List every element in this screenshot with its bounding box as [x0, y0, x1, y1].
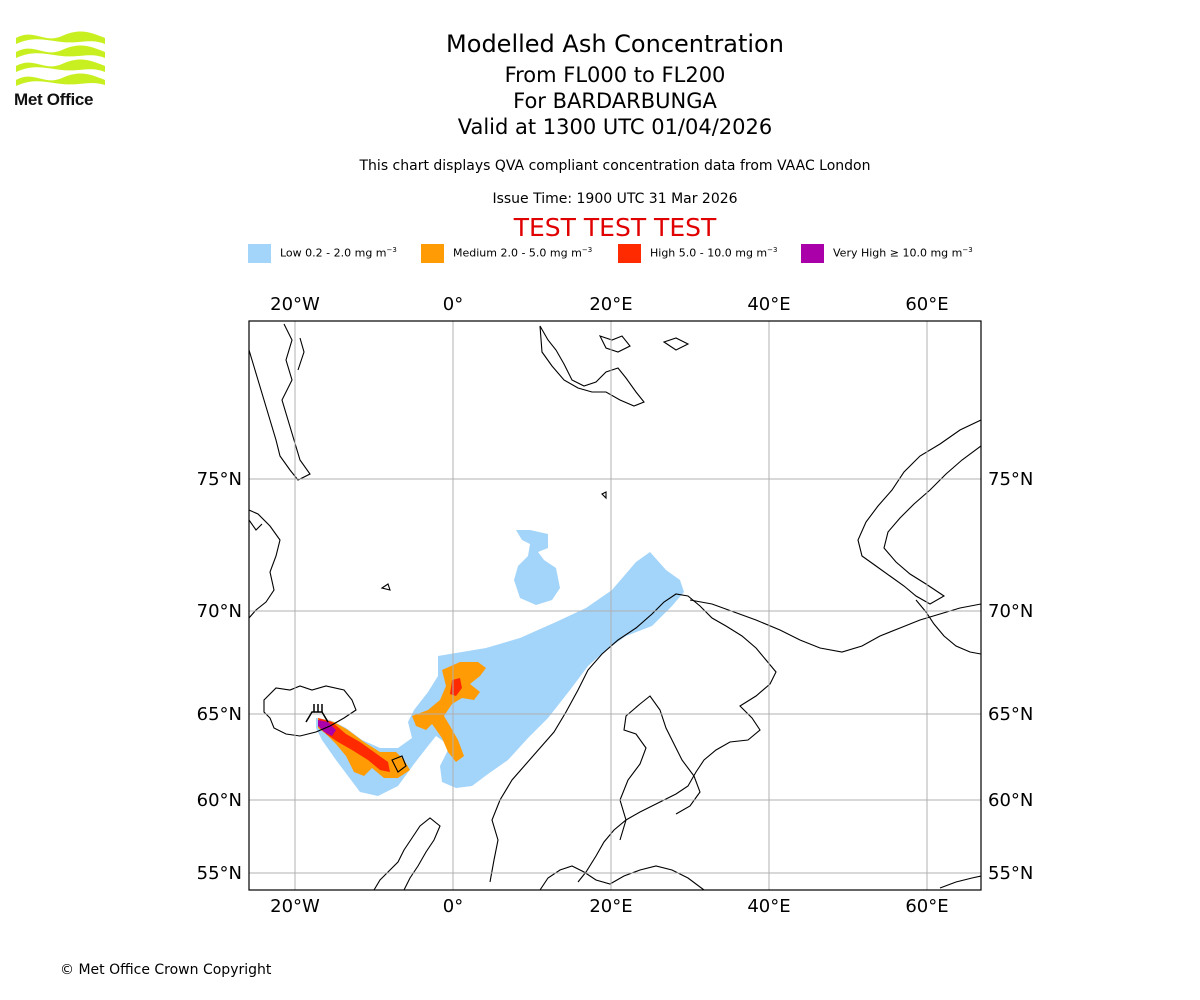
lat-label-60n: 60°N — [988, 790, 1033, 811]
legend-swatch-high — [618, 244, 641, 263]
lat-label-60n: 60°N — [197, 790, 242, 811]
lon-label-0: 0° — [443, 896, 463, 917]
lat-label-65n: 65°N — [988, 704, 1033, 725]
lat-label-75n: 75°N — [197, 469, 242, 490]
lat-label-55n: 55°N — [197, 863, 242, 884]
coast-novaya-zemlya — [857, 419, 981, 605]
volcano-name: For BARDARBUNGA — [513, 89, 717, 113]
volcano-icon — [305, 704, 329, 723]
coast-british-isles — [373, 817, 441, 890]
lon-label-20w: 20°W — [270, 896, 320, 917]
coast-baltic — [539, 865, 705, 890]
lon-label-20e: 20°E — [589, 294, 632, 315]
legend-unit-exp-low: −3 — [386, 246, 397, 254]
copyright: © Met Office Crown Copyright — [60, 962, 272, 978]
met-office-waves-icon — [16, 31, 105, 86]
lon-label-40e: 40°E — [747, 294, 790, 315]
coastlines — [249, 323, 981, 890]
ash-very-high-region — [318, 720, 336, 736]
lon-label-60e: 60°E — [905, 896, 948, 917]
lat-label-70n: 70°N — [197, 601, 242, 622]
legend-swatch-low — [248, 244, 271, 263]
coast-islands — [380, 491, 607, 773]
graticule — [249, 321, 981, 890]
lon-label-0: 0° — [443, 294, 463, 315]
valid-time: Valid at 1300 UTC 01/04/2026 — [457, 115, 773, 139]
coast-greenland — [249, 323, 311, 619]
lon-label-40e: 40°E — [747, 896, 790, 917]
legend-unit-exp-medium: −3 — [581, 246, 593, 254]
coast-yamal — [915, 599, 981, 655]
coast-scandinavia — [489, 593, 777, 883]
lat-label-55n: 55°N — [988, 863, 1033, 884]
coast-russia-north — [689, 599, 981, 653]
legend-label-high: High 5.0 - 10.0 mg m — [650, 246, 768, 260]
test-banner: TEST TEST TEST — [513, 213, 717, 242]
lat-label-65n: 65°N — [197, 704, 242, 725]
lon-label-20e: 20°E — [589, 896, 632, 917]
ash-low-region — [316, 530, 684, 796]
coast-svalbard — [539, 325, 690, 407]
legend-label-very-high: Very High ≥ 10.0 mg m — [833, 246, 963, 260]
coast-southeast — [939, 875, 981, 889]
flight-levels: From FL000 to FL200 — [504, 63, 726, 87]
legend-label-low: Low 0.2 - 2.0 mg m — [280, 246, 387, 260]
lon-labels-bottom: 20°W 0° 20°E 40°E 60°E — [270, 896, 948, 917]
met-office-logo: Met Office — [14, 30, 114, 112]
lat-labels-left: 75°N 70°N 65°N 60°N 55°N — [197, 469, 242, 884]
legend-unit-exp-very-high: −3 — [962, 246, 973, 254]
legend-label-medium: Medium 2.0 - 5.0 mg m — [453, 246, 582, 260]
compliance-note: This chart displays QVA compliant concen… — [359, 158, 871, 174]
logo-text: Met Office — [14, 90, 94, 109]
coast-bothnia — [619, 695, 701, 841]
legend-unit-exp-high: −3 — [767, 246, 778, 254]
legend-swatch-very-high — [801, 244, 824, 263]
lat-labels-right: 75°N 70°N 65°N 60°N 55°N — [988, 469, 1033, 884]
map-frame — [248, 320, 982, 891]
lon-label-60e: 60°E — [905, 294, 948, 315]
chart-title: Modelled Ash Concentration — [446, 30, 784, 58]
lat-label-70n: 70°N — [988, 601, 1033, 622]
lon-label-20w: 20°W — [270, 294, 320, 315]
issue-time: Issue Time: 1900 UTC 31 Mar 2026 — [492, 191, 738, 207]
lat-label-75n: 75°N — [988, 469, 1033, 490]
lon-labels-top: 20°W 0° 20°E 40°E 60°E — [270, 294, 948, 315]
legend-swatch-medium — [421, 244, 444, 263]
